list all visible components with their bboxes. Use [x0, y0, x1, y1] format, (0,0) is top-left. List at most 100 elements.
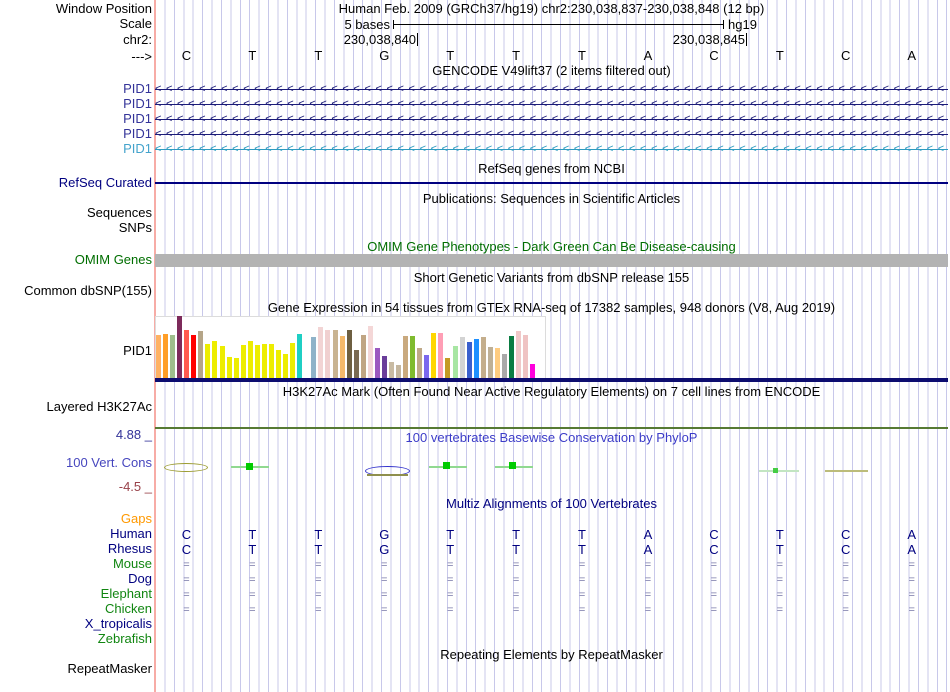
gtex-bar[interactable]	[170, 335, 176, 378]
gtex-bar[interactable]	[290, 343, 296, 378]
gtex-bar[interactable]	[403, 336, 409, 378]
gtex-bar[interactable]	[466, 342, 472, 378]
gtex-bar[interactable]	[367, 326, 373, 378]
gtex-bar[interactable]	[396, 365, 402, 378]
track-title-gtex[interactable]: Gene Expression in 54 tissues from GTEx …	[267, 300, 836, 315]
gtex-bar[interactable]	[480, 337, 486, 378]
track-title-omim[interactable]: OMIM Gene Phenotypes - Dark Green Can Be…	[367, 239, 736, 254]
multiz-species-label[interactable]: Rhesus	[107, 541, 152, 556]
gtex-bar[interactable]	[247, 341, 253, 378]
gtex-bar[interactable]	[212, 341, 218, 378]
track-title-multiz[interactable]: Multiz Alignments of 100 Vertebrates	[445, 496, 657, 511]
phylop-square-mark[interactable]	[246, 463, 253, 470]
gtex-bar[interactable]	[177, 316, 183, 378]
gtex-bar[interactable]	[530, 364, 536, 378]
phylop-ellipse-mark[interactable]	[365, 466, 410, 476]
gencode-transcript-label[interactable]: PID1	[123, 96, 152, 111]
gtex-bar[interactable]	[509, 336, 514, 378]
gtex-bar[interactable]	[261, 344, 267, 378]
gtex-bar[interactable]	[494, 348, 500, 378]
gencode-transcript-row[interactable]: <<<<<<<<<<<<<<<<<<<<<<<<<<<<<<<<<<<<<<<<…	[155, 98, 948, 110]
gtex-bar[interactable]	[156, 335, 161, 378]
gtex-bar[interactable]	[311, 337, 317, 378]
gtex-bar[interactable]	[431, 333, 437, 378]
multiz-species-label[interactable]: Human	[110, 526, 152, 541]
multiz-species-label[interactable]: Dog	[128, 571, 152, 586]
gtex-bar[interactable]	[459, 337, 465, 378]
track-title-dbsnp[interactable]: Short Genetic Variants from dbSNP releas…	[413, 270, 690, 285]
gencode-transcript-row[interactable]: <<<<<<<<<<<<<<<<<<<<<<<<<<<<<<<<<<<<<<<<…	[155, 83, 948, 95]
gencode-transcript-label[interactable]: PID1	[123, 126, 152, 141]
track-label-dbsnp[interactable]: Common dbSNP(155)	[24, 283, 152, 298]
multiz-species-label[interactable]: X_tropicalis	[84, 616, 152, 631]
gtex-bar[interactable]	[360, 335, 366, 378]
gtex-bar[interactable]	[353, 350, 359, 378]
track-label-omim[interactable]: OMIM Genes	[74, 252, 152, 267]
gtex-bar[interactable]	[501, 354, 507, 378]
track-label-sequences[interactable]: Sequences	[86, 205, 152, 220]
gtex-bar[interactable]	[198, 331, 204, 378]
gtex-bar[interactable]	[268, 344, 274, 378]
gtex-bar[interactable]	[445, 358, 451, 378]
gtex-bar[interactable]	[487, 347, 493, 378]
phylop-line-mark[interactable]	[825, 470, 868, 472]
gencode-transcript-row[interactable]: <<<<<<<<<<<<<<<<<<<<<<<<<<<<<<<<<<<<<<<<…	[155, 128, 948, 140]
track-title-h3k27ac[interactable]: H3K27Ac Mark (Often Found Near Active Re…	[282, 384, 821, 399]
gtex-bar[interactable]	[205, 344, 211, 378]
gtex-bar[interactable]	[346, 330, 352, 378]
gtex-bar[interactable]	[254, 345, 260, 378]
gtex-bar[interactable]	[325, 330, 331, 378]
gtex-bar[interactable]	[388, 362, 394, 378]
multiz-species-label[interactable]: Chicken	[105, 601, 152, 616]
gtex-bar[interactable]	[163, 334, 169, 378]
gtex-bar[interactable]	[516, 331, 522, 378]
gtex-bar[interactable]	[424, 355, 430, 378]
gencode-transcript-row[interactable]: <<<<<<<<<<<<<<<<<<<<<<<<<<<<<<<<<<<<<<<<…	[155, 113, 948, 125]
track-title-refseq[interactable]: RefSeq genes from NCBI	[478, 161, 625, 176]
track-title-gencode[interactable]: GENCODE V49lift37 (2 items filtered out)	[432, 63, 671, 78]
track-label-h3k27ac[interactable]: Layered H3K27Ac	[46, 399, 152, 414]
multiz-species-label[interactable]: Elephant	[100, 586, 152, 601]
refseq-curated-item[interactable]	[155, 182, 948, 184]
gencode-transcript-row[interactable]: <<<<<<<<<<<<<<<<<<<<<<<<<<<<<<<<<<<<<<<<…	[155, 143, 948, 155]
track-label-gtex-gene[interactable]: PID1	[123, 343, 152, 358]
phylop-square-mark[interactable]	[773, 468, 778, 473]
track-label-phylop[interactable]: 100 Vert. Cons	[66, 455, 152, 470]
track-title-phylop[interactable]: 100 vertebrates Basewise Conservation by…	[405, 430, 698, 445]
phylop-square-mark[interactable]	[509, 462, 516, 469]
gtex-bar[interactable]	[374, 348, 380, 378]
phylop-line-mark[interactable]	[759, 470, 799, 472]
gtex-bar[interactable]	[297, 334, 303, 378]
gencode-transcript-label[interactable]: PID1	[123, 81, 152, 96]
gtex-bar[interactable]	[523, 335, 529, 378]
track-label-refseq-curated[interactable]: RefSeq Curated	[58, 175, 152, 190]
gtex-bar[interactable]	[283, 354, 289, 378]
gtex-bar[interactable]	[332, 330, 338, 378]
gtex-bar[interactable]	[233, 358, 239, 378]
gencode-transcript-label[interactable]: PID1	[123, 141, 152, 156]
track-label-snps[interactable]: SNPs	[118, 220, 152, 235]
gtex-bar[interactable]	[219, 346, 225, 378]
gtex-bar[interactable]	[240, 345, 246, 378]
phylop-square-mark[interactable]	[443, 462, 450, 469]
gtex-bar[interactable]	[184, 330, 190, 378]
omim-gene-bar[interactable]	[155, 254, 948, 267]
gtex-bar[interactable]	[318, 327, 324, 378]
gtex-bar[interactable]	[410, 336, 416, 378]
gtex-bar[interactable]	[191, 335, 197, 378]
gtex-bar[interactable]	[226, 357, 232, 378]
track-label-repeatmasker[interactable]: RepeatMasker	[67, 661, 152, 676]
multiz-species-label[interactable]: Gaps	[120, 511, 152, 526]
multiz-species-label[interactable]: Zebrafish	[97, 631, 152, 646]
gtex-bar[interactable]	[339, 336, 345, 378]
phylop-line-mark[interactable]	[367, 474, 408, 476]
gencode-transcript-label[interactable]: PID1	[123, 111, 152, 126]
multiz-species-label[interactable]: Mouse	[112, 556, 152, 571]
track-title-publications[interactable]: Publications: Sequences in Scientific Ar…	[422, 191, 681, 206]
gtex-bar[interactable]	[438, 333, 444, 378]
gtex-bar[interactable]	[473, 339, 479, 378]
phylop-ellipse-mark[interactable]	[164, 463, 208, 472]
track-title-repeatmasker[interactable]: Repeating Elements by RepeatMasker	[440, 647, 663, 662]
gtex-bar[interactable]	[381, 356, 387, 378]
gtex-bar[interactable]	[417, 348, 423, 378]
